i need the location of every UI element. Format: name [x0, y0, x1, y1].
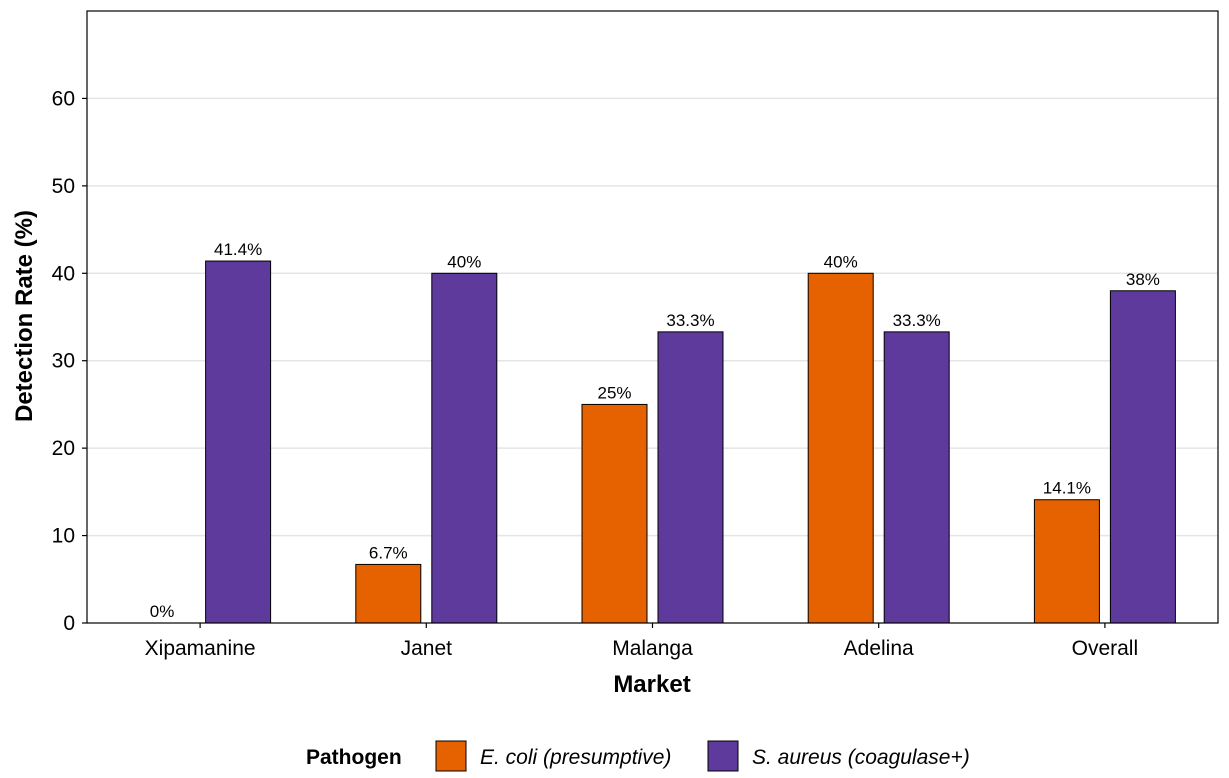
legend: Pathogen E. coli (presumptive) S. aureus … [306, 740, 970, 772]
legend-key-1 [707, 740, 739, 772]
legend-title: Pathogen [306, 746, 402, 769]
bar-series-0-malanga [581, 403, 648, 624]
x-tick-label: Xipamanine [145, 637, 256, 660]
y-tick-label: 0 [63, 612, 75, 635]
bar-value-label: 33.3% [893, 311, 941, 330]
x-axis-title: Market [613, 671, 690, 698]
bar-value-label: 25% [597, 383, 631, 402]
bar-series-1-malanga [657, 331, 724, 624]
grid-lines [87, 97, 1218, 537]
y-tick-label: 20 [52, 437, 75, 460]
x-tick-label: Overall [1072, 637, 1139, 660]
legend-key-0 [435, 740, 467, 772]
y-axis-ticks: 0 10 20 30 40 50 60 [52, 87, 87, 635]
y-axis-title: Detection Rate (%) [11, 210, 38, 422]
bar-value-label: 40% [447, 252, 481, 271]
y-tick-label: 60 [52, 87, 75, 110]
bars [205, 260, 1176, 624]
bar-series-0-adelina [807, 272, 874, 624]
y-tick-label: 50 [52, 175, 75, 198]
bar-series-0-overall [1033, 499, 1100, 624]
bar-value-label: 6.7% [369, 543, 408, 562]
bar-value-label: 38% [1126, 270, 1160, 289]
bar-series-1-janet [431, 272, 498, 624]
bar-value-label: 40% [824, 252, 858, 271]
data-labels: 0% 6.7% 25% 40% 14.1% 41.4% 40% 33.3% 33.3% 38% [150, 240, 1160, 621]
x-tick-label: Malanga [612, 637, 693, 660]
y-tick-label: 30 [52, 350, 75, 373]
legend-label-0: E. coli (presumptive) [480, 746, 671, 769]
bar-series-1-overall [1109, 290, 1176, 624]
y-tick-label: 10 [52, 525, 75, 548]
bar-value-label: 41.4% [214, 240, 262, 259]
bar-value-label: 33.3% [666, 311, 714, 330]
bar-value-label: 0% [150, 602, 175, 621]
bar-value-label: 14.1% [1043, 479, 1091, 498]
legend-label-1: S. aureus (coagulase+) [752, 746, 970, 769]
x-tick-label: Adelina [844, 637, 914, 660]
bar-series-0-janet [355, 563, 422, 624]
y-tick-label: 40 [52, 262, 75, 285]
bar-series-1-xipamanine [205, 260, 272, 624]
plot-panel-border [86, 10, 1219, 624]
bar-series-1-adelina [883, 331, 950, 624]
x-axis-ticks: Xipamanine Janet Malanga Adelina Overall [145, 623, 1139, 660]
x-tick-label: Janet [401, 637, 453, 660]
